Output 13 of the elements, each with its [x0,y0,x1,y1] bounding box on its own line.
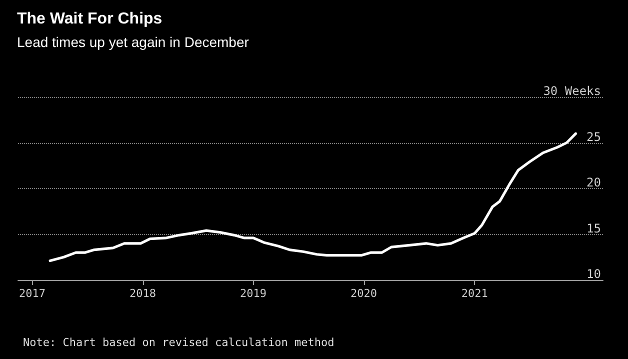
x-tick-label: 2021 [461,287,488,300]
y-tick-label: 20 [586,176,601,190]
x-tick-label: 2017 [18,287,46,300]
chart-subtitle: Lead times up yet again in December [17,34,250,50]
y-tick-label: 25 [586,130,601,144]
x-tick-label: 2020 [350,287,378,300]
x-tick-label: 2018 [130,287,156,300]
y-tick-label: 10 [586,267,601,281]
text: Note: Chart based on revised calculation method [23,336,334,349]
chart-title: The Wait For Chips [17,10,162,28]
x-tick-label: 2019 [240,287,267,300]
y-tick-label: 30 Weeks [543,84,601,98]
y-tick-label: 15 [586,221,601,236]
